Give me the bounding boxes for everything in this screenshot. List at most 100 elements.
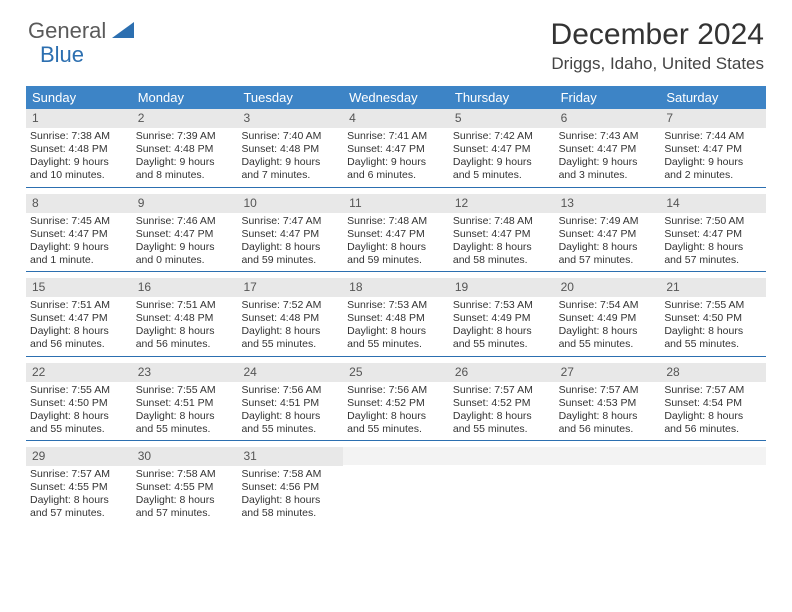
sunrise-line: Sunrise: 7:58 AM — [241, 468, 339, 481]
sunset-line: Sunset: 4:47 PM — [241, 228, 339, 241]
day-cell: 6Sunrise: 7:43 AMSunset: 4:47 PMDaylight… — [555, 109, 661, 187]
sunrise-line: Sunrise: 7:55 AM — [30, 384, 128, 397]
sunrise-line: Sunrise: 7:45 AM — [30, 215, 128, 228]
sunrise-line: Sunrise: 7:51 AM — [136, 299, 234, 312]
day-cell: 18Sunrise: 7:53 AMSunset: 4:48 PMDayligh… — [343, 278, 449, 356]
day-cell: 30Sunrise: 7:58 AMSunset: 4:55 PMDayligh… — [132, 447, 238, 525]
daylight-line: Daylight: 8 hours and 57 minutes. — [664, 241, 762, 267]
daylight-line: Daylight: 8 hours and 56 minutes. — [559, 410, 657, 436]
header: General December 2024 Driggs, Idaho, Uni… — [0, 0, 792, 82]
day-number: 28 — [660, 363, 766, 382]
day-number: 10 — [237, 194, 343, 213]
sunset-line: Sunset: 4:52 PM — [347, 397, 445, 410]
day-cell: 29Sunrise: 7:57 AMSunset: 4:55 PMDayligh… — [26, 447, 132, 525]
day-number: 15 — [26, 278, 132, 297]
daylight-line: Daylight: 8 hours and 55 minutes. — [30, 410, 128, 436]
sunset-line: Sunset: 4:48 PM — [241, 143, 339, 156]
sunrise-line: Sunrise: 7:42 AM — [453, 130, 551, 143]
week-row: 1Sunrise: 7:38 AMSunset: 4:48 PMDaylight… — [26, 109, 766, 188]
dow-cell: Wednesday — [343, 86, 449, 109]
day-cell: 2Sunrise: 7:39 AMSunset: 4:48 PMDaylight… — [132, 109, 238, 187]
sunset-line: Sunset: 4:54 PM — [664, 397, 762, 410]
sunrise-line: Sunrise: 7:57 AM — [664, 384, 762, 397]
daylight-line: Daylight: 8 hours and 58 minutes. — [241, 494, 339, 520]
day-number: 16 — [132, 278, 238, 297]
day-number: 2 — [132, 109, 238, 128]
day-cell: 16Sunrise: 7:51 AMSunset: 4:48 PMDayligh… — [132, 278, 238, 356]
logo-text-blue: Blue — [40, 42, 84, 67]
sunrise-line: Sunrise: 7:51 AM — [30, 299, 128, 312]
daylight-line: Daylight: 8 hours and 55 minutes. — [241, 325, 339, 351]
dow-cell: Sunday — [26, 86, 132, 109]
sunset-line: Sunset: 4:47 PM — [453, 228, 551, 241]
daylight-line: Daylight: 9 hours and 7 minutes. — [241, 156, 339, 182]
day-cell: 23Sunrise: 7:55 AMSunset: 4:51 PMDayligh… — [132, 363, 238, 441]
daylight-line: Daylight: 9 hours and 6 minutes. — [347, 156, 445, 182]
day-number: 26 — [449, 363, 555, 382]
sunset-line: Sunset: 4:55 PM — [30, 481, 128, 494]
day-cell: 19Sunrise: 7:53 AMSunset: 4:49 PMDayligh… — [449, 278, 555, 356]
sunset-line: Sunset: 4:48 PM — [30, 143, 128, 156]
dow-cell: Saturday — [660, 86, 766, 109]
day-number: 18 — [343, 278, 449, 297]
sunset-line: Sunset: 4:48 PM — [136, 143, 234, 156]
daylight-line: Daylight: 9 hours and 10 minutes. — [30, 156, 128, 182]
day-cell: 20Sunrise: 7:54 AMSunset: 4:49 PMDayligh… — [555, 278, 661, 356]
sunset-line: Sunset: 4:56 PM — [241, 481, 339, 494]
daylight-line: Daylight: 9 hours and 8 minutes. — [136, 156, 234, 182]
daylight-line: Daylight: 8 hours and 55 minutes. — [453, 325, 551, 351]
day-cell: 24Sunrise: 7:56 AMSunset: 4:51 PMDayligh… — [237, 363, 343, 441]
days-of-week-row: SundayMondayTuesdayWednesdayThursdayFrid… — [26, 86, 766, 109]
logo-text-general: General — [28, 18, 106, 44]
sunset-line: Sunset: 4:49 PM — [559, 312, 657, 325]
sunrise-line: Sunrise: 7:50 AM — [664, 215, 762, 228]
sunset-line: Sunset: 4:51 PM — [241, 397, 339, 410]
day-cell: 14 Sunrise: 7:50 AMSunset: 4:47 PMDayligh… — [660, 194, 766, 272]
sunrise-line: Sunrise: 7:46 AM — [136, 215, 234, 228]
daylight-line: Daylight: 8 hours and 59 minutes. — [241, 241, 339, 267]
day-number: 4 — [343, 109, 449, 128]
sunrise-line: Sunrise: 7:56 AM — [347, 384, 445, 397]
week-row: 8Sunrise: 7:45 AMSunset: 4:47 PMDaylight… — [26, 194, 766, 273]
daylight-line: Daylight: 9 hours and 3 minutes. — [559, 156, 657, 182]
day-number: 14 — [660, 194, 766, 213]
day-number: 5 — [449, 109, 555, 128]
sunrise-line: Sunrise: 7:57 AM — [453, 384, 551, 397]
day-cell: 9Sunrise: 7:46 AMSunset: 4:47 PMDaylight… — [132, 194, 238, 272]
sunset-line: Sunset: 4:49 PM — [453, 312, 551, 325]
day-number: 21 — [660, 278, 766, 297]
sunrise-line: Sunrise: 7:48 AM — [347, 215, 445, 228]
sunset-line: Sunset: 4:52 PM — [453, 397, 551, 410]
day-cell — [555, 447, 661, 525]
daylight-line: Daylight: 8 hours and 55 minutes. — [664, 325, 762, 351]
day-number — [343, 447, 449, 465]
day-number: 11 — [343, 194, 449, 213]
daylight-line: Daylight: 8 hours and 57 minutes. — [136, 494, 234, 520]
sunrise-line: Sunrise: 7:44 AM — [664, 130, 762, 143]
sunset-line: Sunset: 4:48 PM — [347, 312, 445, 325]
dow-cell: Monday — [132, 86, 238, 109]
day-cell: 21Sunrise: 7:55 AMSunset: 4:50 PMDayligh… — [660, 278, 766, 356]
daylight-line: Daylight: 8 hours and 56 minutes. — [136, 325, 234, 351]
calendar: SundayMondayTuesdayWednesdayThursdayFrid… — [26, 86, 766, 525]
day-cell: 28Sunrise: 7:57 AMSunset: 4:54 PMDayligh… — [660, 363, 766, 441]
sunset-line: Sunset: 4:47 PM — [664, 143, 762, 156]
day-cell: 17Sunrise: 7:52 AMSunset: 4:48 PMDayligh… — [237, 278, 343, 356]
sunrise-line: Sunrise: 7:41 AM — [347, 130, 445, 143]
daylight-line: Daylight: 9 hours and 1 minute. — [30, 241, 128, 267]
sunset-line: Sunset: 4:48 PM — [241, 312, 339, 325]
day-number: 20 — [555, 278, 661, 297]
week-row: 29Sunrise: 7:57 AMSunset: 4:55 PMDayligh… — [26, 447, 766, 525]
sunrise-line: Sunrise: 7:55 AM — [136, 384, 234, 397]
sunset-line: Sunset: 4:47 PM — [664, 228, 762, 241]
dow-cell: Friday — [555, 86, 661, 109]
sunset-line: Sunset: 4:47 PM — [136, 228, 234, 241]
day-number: 1 — [26, 109, 132, 128]
sunrise-line: Sunrise: 7:48 AM — [453, 215, 551, 228]
sunset-line: Sunset: 4:51 PM — [136, 397, 234, 410]
day-number: 8 — [26, 194, 132, 213]
day-cell: 15Sunrise: 7:51 AMSunset: 4:47 PMDayligh… — [26, 278, 132, 356]
daylight-line: Daylight: 8 hours and 55 minutes. — [347, 325, 445, 351]
title-block: December 2024 Driggs, Idaho, United Stat… — [551, 18, 764, 74]
day-cell: 5Sunrise: 7:42 AMSunset: 4:47 PMDaylight… — [449, 109, 555, 187]
